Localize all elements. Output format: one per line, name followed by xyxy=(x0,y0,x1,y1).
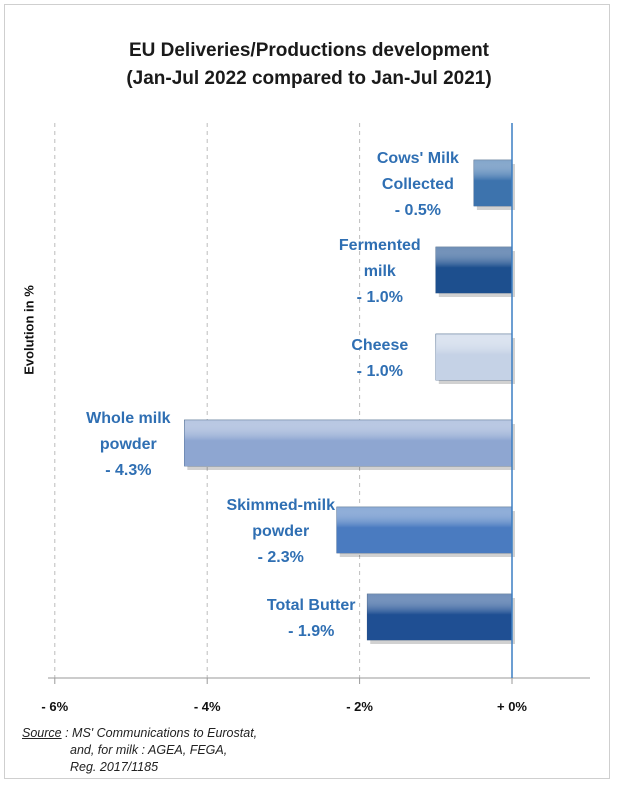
bar-highlight xyxy=(367,594,512,640)
bar-highlight xyxy=(435,334,512,380)
bar-category-label: Cows' Milk xyxy=(377,150,459,167)
chart-title: EU Deliveries/Productions development xyxy=(128,40,490,61)
bar-highlight xyxy=(473,160,512,206)
source-line-2: and, for milk : AGEA, FEGA, xyxy=(70,743,228,757)
bar-value-label: - 2.3% xyxy=(258,549,304,566)
x-tick-label: - 4% xyxy=(194,699,221,714)
bar-highlight xyxy=(435,247,512,293)
bar-category-label: Collected xyxy=(382,176,454,193)
x-tick-label: - 6% xyxy=(41,699,68,714)
bar-value-label: - 4.3% xyxy=(105,462,151,479)
bar-category-label: Cheese xyxy=(351,337,408,354)
bar-category-label: powder xyxy=(100,436,157,453)
bar-category-label: Fermented xyxy=(339,237,421,254)
bar-value-label: - 0.5% xyxy=(395,202,441,219)
bar-highlight xyxy=(336,507,512,553)
source-label: Source xyxy=(22,726,62,740)
chart-subtitle: (Jan-Jul 2022 compared to Jan-Jul 2021) xyxy=(126,68,492,89)
bar-value-label: - 1.9% xyxy=(288,623,334,640)
bar-value-label: - 1.0% xyxy=(357,289,403,306)
bar-category-label: Total Butter xyxy=(267,597,356,614)
bar-value-label: - 1.0% xyxy=(357,363,403,380)
bar-highlight xyxy=(184,420,512,466)
bar-category-label: milk xyxy=(364,263,396,280)
x-tick-label: - 2% xyxy=(346,699,373,714)
chart-frame xyxy=(4,4,610,779)
bar-category-label: Skimmed-milk xyxy=(226,497,335,514)
source-line-3: Reg. 2017/1185 xyxy=(70,760,159,774)
bar-category-label: Whole milk xyxy=(86,410,171,427)
bar-category-label: powder xyxy=(252,523,309,540)
source-note: Source : MS' Communications to Eurostat,… xyxy=(22,725,257,776)
x-tick-label: + 0% xyxy=(497,699,527,714)
source-line-1: : MS' Communications to Eurostat, xyxy=(65,726,258,740)
